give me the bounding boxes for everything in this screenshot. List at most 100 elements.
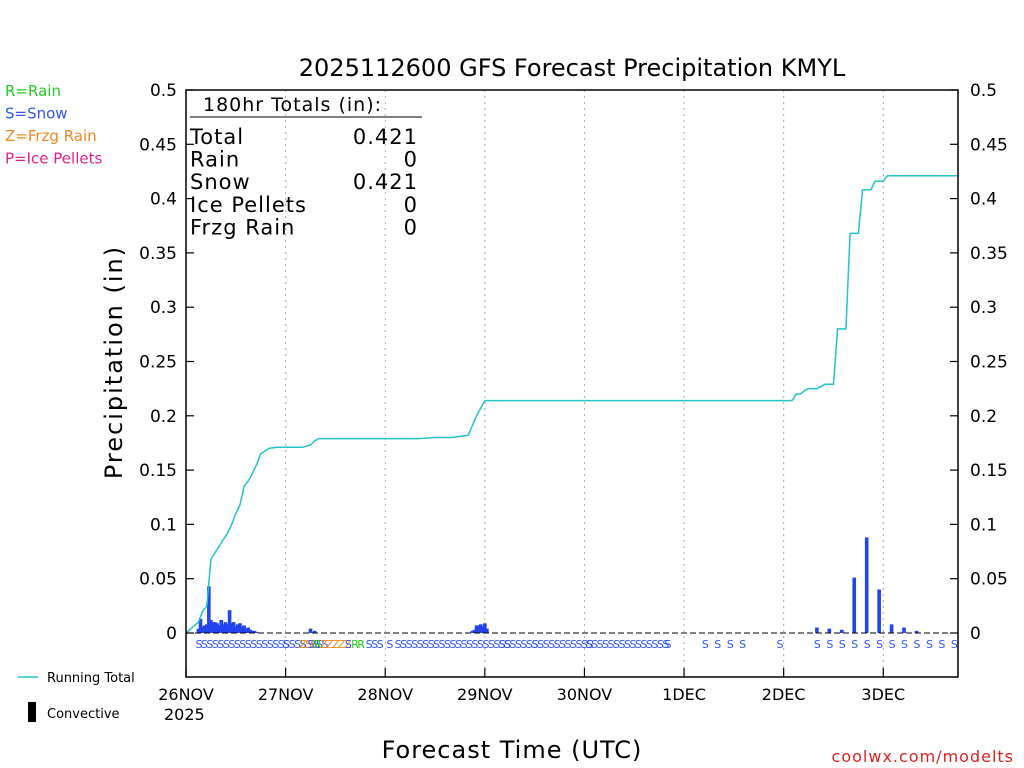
precip-type-marker: R <box>314 638 322 651</box>
x-tick-label: 27NOV <box>258 685 314 704</box>
x-axis-ticks: 26NOV 27NOV 28NOV 29NOV 30NOV 1DEC 2DEC 3DEC <box>158 668 905 704</box>
precip-bar <box>470 630 475 633</box>
precip-type-marker: S <box>345 638 352 651</box>
precip-type-marker: S <box>814 638 821 651</box>
precip-type-marker: S <box>926 638 933 651</box>
precip-type-marker: SSSSSSSSSSSSSSSSSSSSSSSS <box>195 638 328 651</box>
y-tick-label-right: 0.15 <box>970 461 1008 481</box>
legend-type-label: P=Ice Pellets <box>5 150 102 168</box>
totals-row-value: 0 <box>404 193 418 217</box>
precip-bar <box>225 624 230 633</box>
precip-bar <box>478 624 483 633</box>
totals-row-value: 0.421 <box>353 125 418 149</box>
precip-type-marker: ZSS <box>299 638 318 651</box>
chart-title: 2025112600 GFS Forecast Precipitation KM… <box>299 54 846 82</box>
series-legend: Running Total Convective <box>18 671 135 722</box>
y-tick-label-right: 0.4 <box>970 190 997 210</box>
totals-row-value: 0.421 <box>353 170 418 194</box>
precip-bar <box>483 623 487 633</box>
y-tick-label-left: 0 <box>166 624 177 644</box>
legend-type-label: Z=Frzg Rain <box>5 127 97 145</box>
precip-bar <box>204 624 209 633</box>
x-tick-label: 30NOV <box>557 685 613 704</box>
precip-bar <box>246 627 251 633</box>
y-tick-label-right: 0.1 <box>970 515 997 535</box>
precip-type-marker: S <box>938 638 945 651</box>
precip-bar <box>219 619 224 633</box>
precip-type-legend: R=Rain S=Snow Z=Frzg Rain P=Ice Pellets <box>5 82 102 168</box>
precip-bar <box>242 625 246 633</box>
y-tick-label-right: 0.45 <box>970 135 1008 155</box>
precip-type-marker: S <box>739 638 746 651</box>
precip-bar <box>839 629 844 633</box>
y-tick-label-left: 0.15 <box>139 461 177 481</box>
y-tick-label-left: 0.4 <box>150 190 177 210</box>
precip-type-marker: S <box>851 638 858 651</box>
y-tick-label-right: 0.35 <box>970 244 1008 264</box>
precip-bar <box>221 624 226 633</box>
y-tick-label-left: 0.1 <box>150 515 177 535</box>
x-axis-label: Forecast Time (UTC) <box>382 736 643 764</box>
plot-frame <box>185 89 959 678</box>
precip-bar <box>480 626 485 633</box>
x-tick-label: 3DEC <box>861 685 905 704</box>
precip-bar <box>234 626 238 633</box>
precip-type-marker: S <box>777 638 784 651</box>
precip-bar <box>472 629 477 633</box>
precip-bar <box>217 625 222 633</box>
y-tick-label-left: 0.25 <box>139 353 177 373</box>
totals-box: 180hr Totals (in): Total 0.421 Rain 0 Snow 0.… <box>189 94 422 239</box>
running-total-legend-label: Running Total <box>47 671 135 686</box>
precip-type-marker: S <box>876 638 883 651</box>
precip-bar <box>236 624 240 633</box>
precip-bar <box>485 628 489 633</box>
precip-type-marker: SSS <box>366 638 384 651</box>
precip-bar <box>864 537 869 633</box>
precip-bar <box>198 618 203 633</box>
precip-bar <box>200 626 205 633</box>
y-tick-label-right: 0.05 <box>970 570 1008 590</box>
precip-bar <box>889 624 894 633</box>
year-label: 2025 <box>164 705 205 724</box>
precip-bar <box>196 628 201 633</box>
y-tick-label-left: 0.35 <box>139 244 177 264</box>
precip-type-marker: S <box>664 638 671 651</box>
precip-bar <box>240 626 244 633</box>
legend-type-label: R=Rain <box>5 82 61 100</box>
precip-bar <box>202 625 207 633</box>
y-tick-label-right: 0 <box>970 624 981 644</box>
x-tick-label: 2DEC <box>762 685 806 704</box>
precip-type-marker: S <box>386 638 393 651</box>
precip-bar <box>476 625 481 633</box>
y-tick-label-right: 0.3 <box>970 298 997 318</box>
precip-type-marker: S <box>839 638 846 651</box>
precip-type-marker: SSSSSSS <box>498 638 538 651</box>
precip-type-marker: SS <box>308 638 320 651</box>
precip-bar <box>852 577 857 633</box>
precip-bar <box>254 631 259 633</box>
y-tick-label-left: 0.45 <box>139 135 177 155</box>
precip-bar <box>252 630 257 633</box>
precip-bar <box>827 628 832 633</box>
precip-type-marker: S <box>913 638 920 651</box>
precip-bar <box>474 625 479 633</box>
convective-legend-swatch <box>28 702 36 722</box>
totals-row-label: Rain <box>190 148 240 172</box>
precip-type-marker: S <box>727 638 734 651</box>
precip-type-marker: S <box>826 638 833 651</box>
precip-type-marker: S <box>714 638 721 651</box>
totals-row-label: Frzg Rain <box>190 215 295 239</box>
precip-bar <box>223 622 228 633</box>
precip-bar <box>231 622 236 633</box>
precip-bar <box>229 623 234 633</box>
x-tick-label: 1DEC <box>662 685 706 704</box>
precip-type-marker: S <box>864 638 871 651</box>
totals-row-label: Ice Pellets <box>190 193 307 217</box>
precip-bar <box>244 628 248 633</box>
y-axis-ticks: 0 00.05 0.050.1 0.10.15 0.150.2 0.20.25 0.250.… <box>139 81 1008 644</box>
y-tick-label-left: 0.2 <box>150 407 177 427</box>
precip-bar <box>211 622 215 633</box>
precip-bar <box>227 610 232 633</box>
precip-bar <box>207 586 211 633</box>
precip-bar <box>312 630 317 633</box>
